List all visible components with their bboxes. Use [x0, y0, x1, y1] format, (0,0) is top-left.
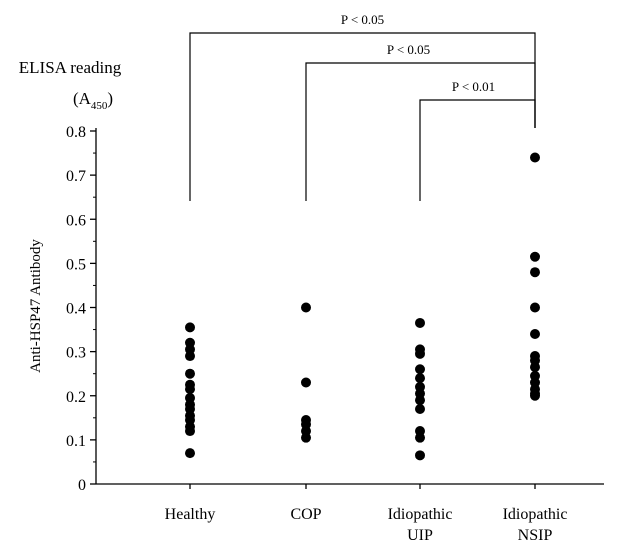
data-point: [185, 351, 195, 362]
significance-label: P < 0.01: [452, 79, 495, 94]
x-tick-label: Healthy: [165, 506, 216, 523]
significance-bracket: [305, 62, 536, 201]
x-tick-label-line2: UIP: [407, 527, 433, 544]
data-point: [530, 328, 540, 339]
data-point: [415, 403, 425, 414]
data-point: [530, 251, 540, 262]
reading-label: ELISA reading: [19, 58, 122, 77]
data-point: [530, 302, 540, 313]
x-tick-labels: Healthy COP Idiopathic UIP Idiopathic NSIP: [165, 484, 568, 544]
data-point: [530, 390, 540, 401]
y-axis-label: Anti-HSP47 Antibody: [28, 239, 44, 373]
data-point: [301, 432, 311, 443]
x-tick-label-line2: NSIP: [518, 527, 553, 544]
data-point: [415, 450, 425, 461]
data-point: [415, 395, 425, 406]
y-tick-label: 0: [78, 477, 86, 494]
y-tick-label: 0.6: [66, 212, 86, 229]
data-point: [415, 432, 425, 443]
data-point: [530, 362, 540, 373]
data-point: [185, 426, 195, 437]
data-point: [185, 322, 195, 333]
y-ticks: 0 0.1 0.2 0.3 0.4 0.5 0.6 0.7 0.8: [66, 124, 96, 494]
data-point: [415, 348, 425, 359]
data-point: [415, 364, 425, 375]
x-tick-label: Idiopathic: [388, 506, 453, 523]
significance-label: P < 0.05: [387, 42, 430, 57]
data-point: [185, 448, 195, 459]
data-point: [185, 384, 195, 395]
significance-label: P < 0.05: [341, 12, 384, 27]
significance-brackets: P < 0.05P < 0.05 P < 0.01: [189, 12, 536, 201]
data-point: [301, 377, 311, 388]
data-point: [530, 267, 540, 278]
y-tick-label: 0.1: [66, 433, 86, 450]
data-point: [415, 373, 425, 384]
data-point: [301, 302, 311, 313]
x-tick-label: Idiopathic: [503, 506, 568, 523]
y-tick-label: 0.4: [66, 301, 86, 318]
significance-bracket: [189, 32, 536, 201]
data-point: [185, 368, 195, 379]
unit-label: (A450): [73, 89, 113, 112]
data-point: [415, 317, 425, 328]
y-tick-label: 0.5: [66, 256, 86, 273]
data-point: [530, 152, 540, 163]
x-tick-label: COP: [290, 506, 321, 523]
y-tick-label: 0.7: [66, 168, 86, 185]
significance-bracket: [419, 99, 536, 201]
y-tick-label: 0.8: [66, 124, 86, 141]
y-tick-label: 0.2: [66, 389, 86, 406]
y-tick-label: 0.3: [66, 345, 86, 362]
data-points: [185, 152, 540, 461]
